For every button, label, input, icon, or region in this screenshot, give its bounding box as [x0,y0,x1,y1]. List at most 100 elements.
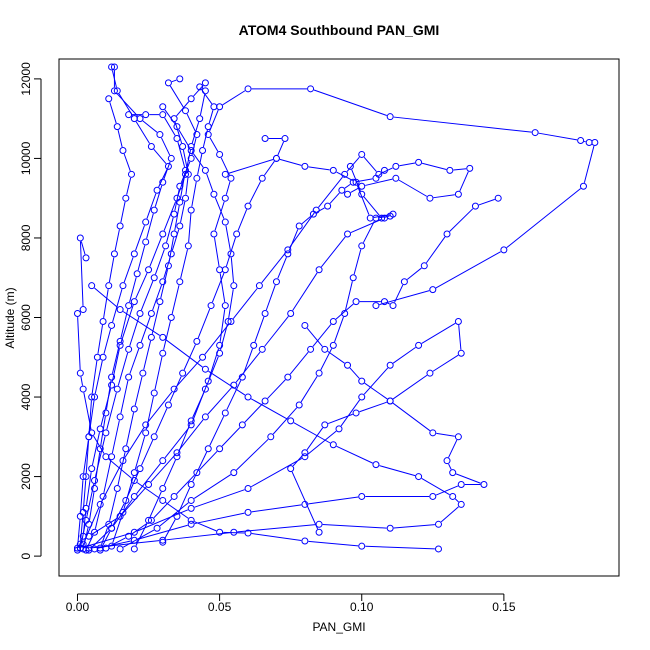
data-point [164,79,172,87]
x-axis: 0.00 0.05 0.10 0.15 [66,593,516,614]
data-point [457,500,465,508]
data-point [176,75,184,83]
data-point [224,317,232,325]
data-point [164,262,172,270]
series-line [100,114,186,545]
data-point [454,317,462,325]
data-point [301,321,309,329]
data-point [113,87,121,95]
data-point [156,131,164,139]
data-point [119,282,127,290]
data-point [352,409,360,417]
data-point [108,524,116,532]
series-line [164,172,383,540]
data-point [349,274,357,282]
data-point [99,492,107,500]
x-tick-label: 0.10 [350,600,374,614]
data-point [201,365,209,373]
data-point [167,250,175,258]
y-tick-label: 6000 [19,304,33,331]
y-tick-label: 12000 [19,62,33,96]
data-point [173,135,181,143]
data-point [261,135,269,143]
data-point [170,210,178,218]
data-point [216,103,224,111]
data-point [193,131,201,139]
data-point [159,496,167,504]
data-point [443,457,451,465]
data-point [170,492,178,500]
data-point [380,166,388,174]
data-point [329,341,337,349]
data-point [307,345,315,353]
data-point [250,341,258,349]
data-point [164,401,172,409]
data-point [344,230,352,238]
data-point [130,115,138,123]
data-point [352,298,360,306]
data-point [187,146,195,154]
data-point [221,266,229,274]
data-point [159,536,167,544]
data-point [420,262,428,270]
data-point [102,453,110,461]
data-point [429,492,437,500]
data-point [204,377,212,385]
data-point [182,194,189,202]
series-line [108,198,495,547]
data-point [344,361,352,369]
data-point [73,310,81,318]
data-point [500,246,508,254]
data-point [386,212,394,220]
data-point [386,397,394,405]
data-point [76,369,84,377]
data-point [150,389,158,397]
y-axis-label: Altitude (m) [3,287,17,348]
data-point [116,341,124,349]
data-point [159,178,167,186]
data-point [244,529,252,537]
data-point [358,182,366,190]
data-point [82,254,90,262]
data-point [142,429,150,437]
data-point [346,162,354,170]
data-point [150,433,158,441]
data-point [108,381,116,389]
series-line [77,70,168,545]
data-point [193,174,201,182]
data-point [125,302,133,310]
data-point [142,421,150,429]
data-point [196,115,204,123]
data-point [173,512,181,520]
data-point [147,333,155,341]
data-point [88,393,96,401]
data-point [176,222,184,230]
data-point [130,298,138,306]
data-point [338,186,346,194]
x-tick-label: 0.05 [208,600,232,614]
data-point [344,190,352,198]
data-point [301,162,309,170]
data-point [287,465,295,473]
data-point [434,545,442,553]
data-point [96,425,104,433]
series-line [92,287,459,549]
data-point [82,473,90,481]
data-point [454,190,462,198]
data-point [358,150,366,158]
data-point [96,500,104,508]
data-point [176,182,184,190]
data-point [386,361,394,369]
data-point [258,345,266,353]
y-tick-label: 2000 [19,463,33,490]
data-point [108,321,116,329]
data-point [145,516,153,524]
data-point [130,536,138,544]
data-point [130,469,138,477]
data-point [426,369,434,377]
data-point [136,341,144,349]
data-point [116,337,124,345]
data-point [105,282,113,290]
data-point [159,103,167,111]
data-point [309,210,317,218]
